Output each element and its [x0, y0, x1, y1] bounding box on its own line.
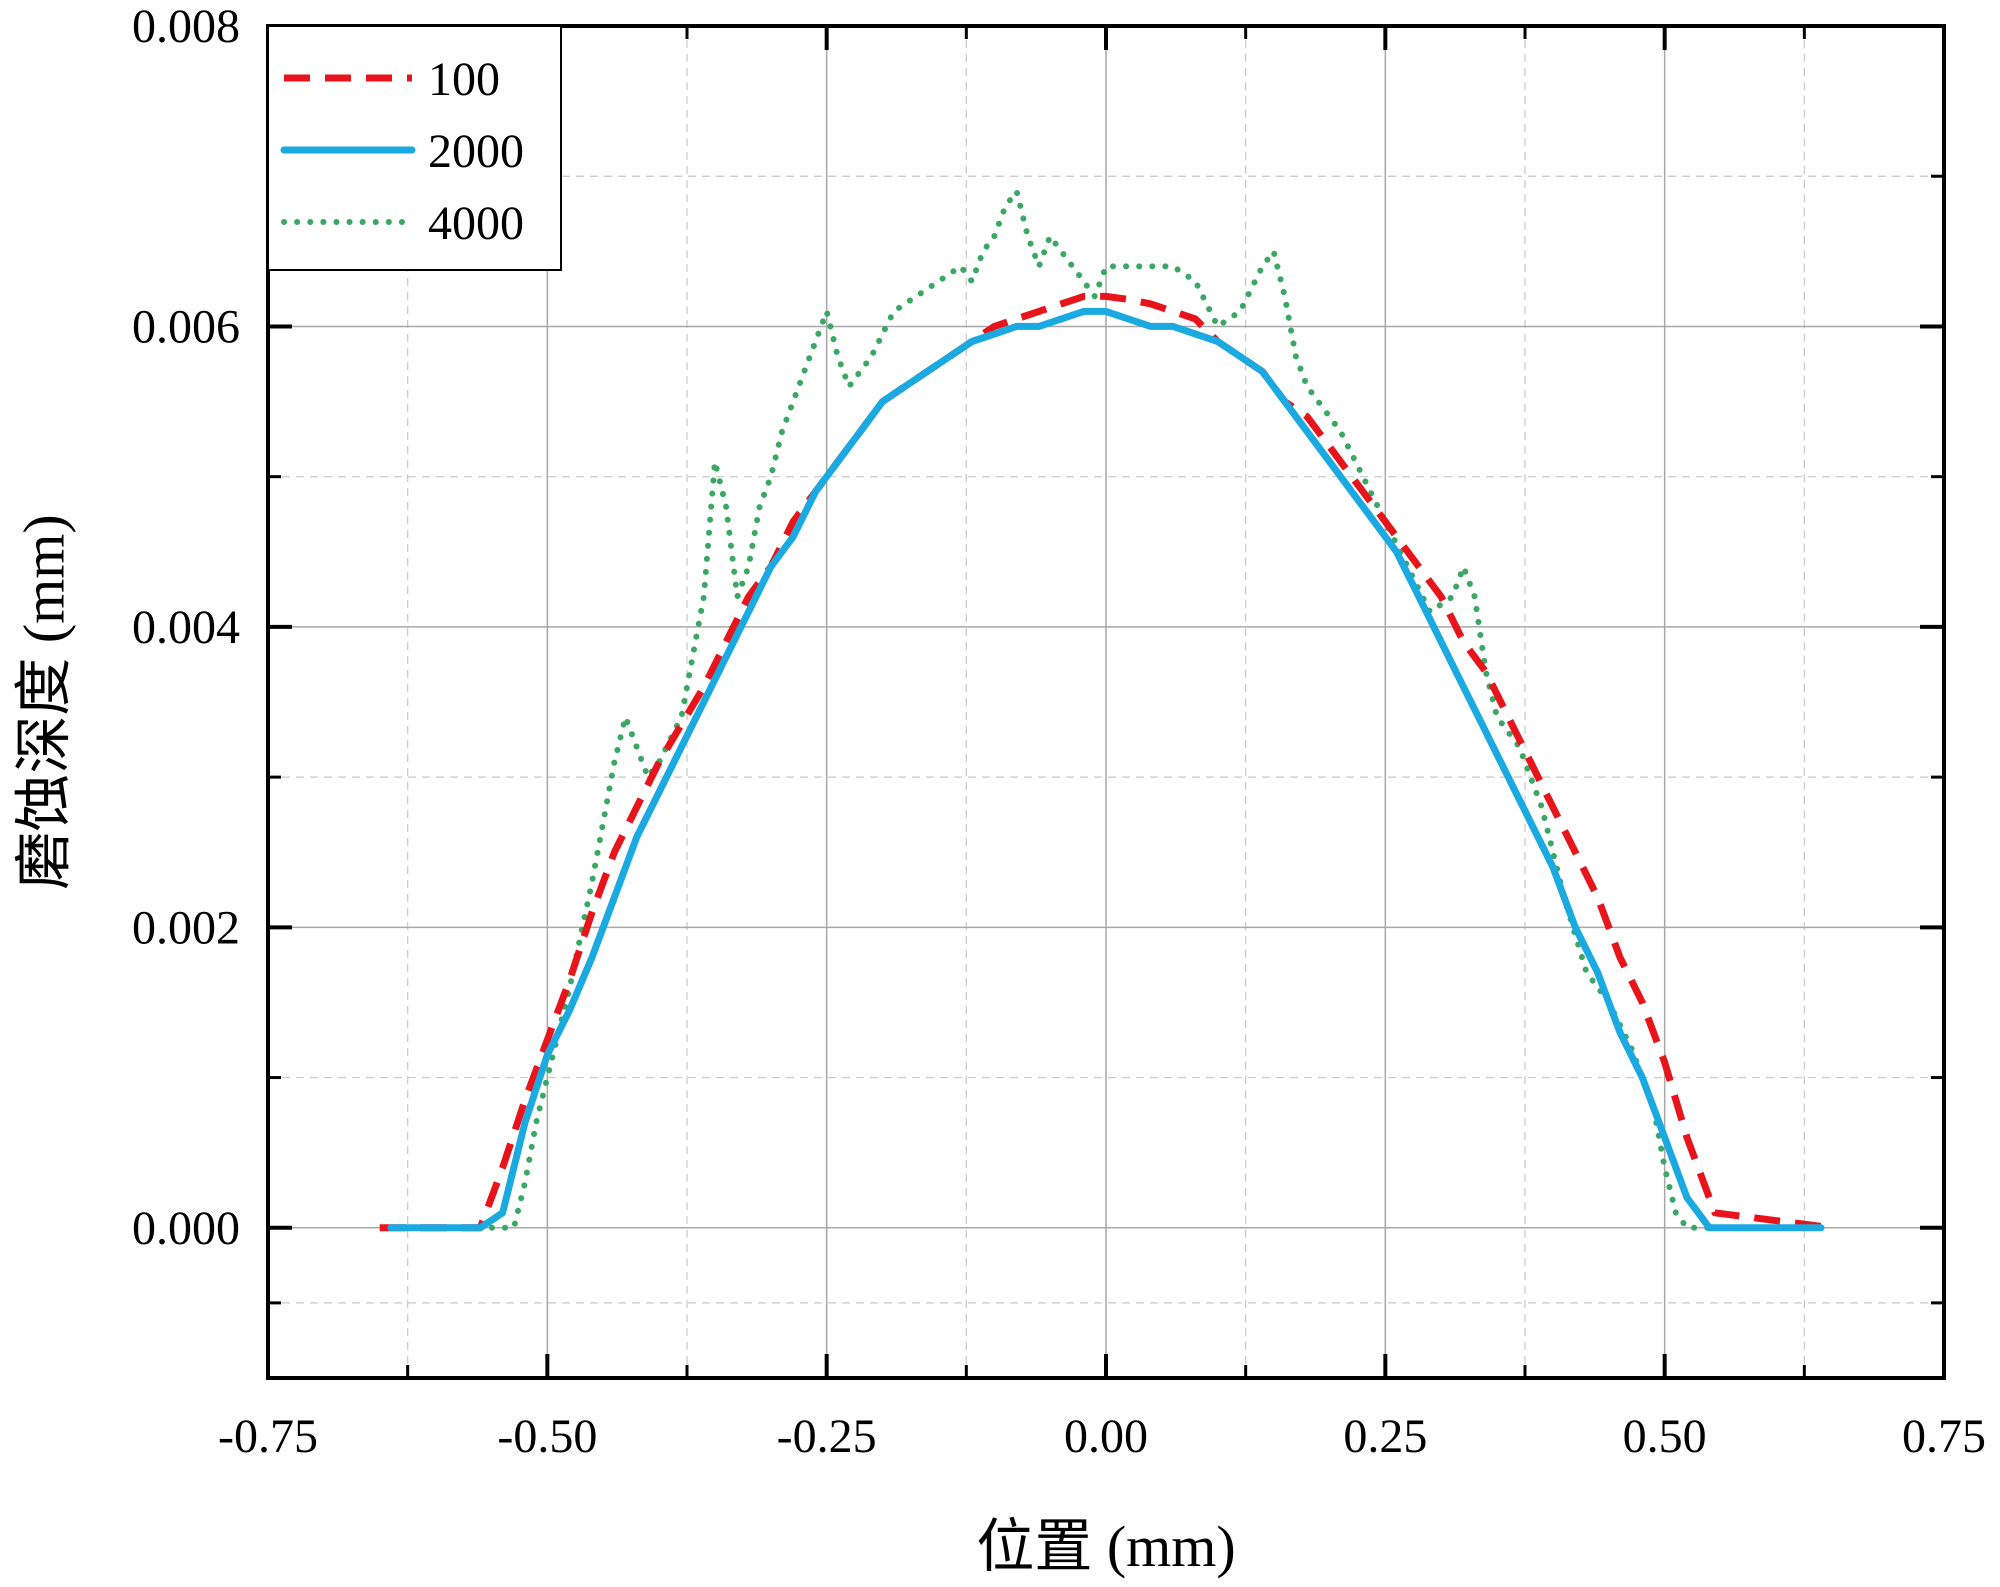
- x-tick-label: 0.25: [1343, 1410, 1427, 1463]
- x-tick-labels: -0.75 -0.50 -0.25 0.00 0.25 0.50 0.75: [218, 1410, 1986, 1463]
- legend-label-4000: 4000: [428, 197, 524, 250]
- y-tick-label: 0.008: [132, 0, 240, 53]
- y-tick-label: 0.000: [132, 1202, 240, 1255]
- series-line-4000: [410, 188, 1802, 1231]
- y-tick-label: 0.002: [132, 901, 240, 954]
- legend-label-100: 100: [428, 53, 500, 106]
- y-tick-label: 0.004: [132, 601, 240, 654]
- legend-label-2000: 2000: [428, 125, 524, 178]
- y-tick-label: 0.006: [132, 300, 240, 353]
- x-tick-label: -0.25: [777, 1410, 877, 1463]
- x-tick-label: 0.50: [1623, 1410, 1707, 1463]
- legend: 100 2000 4000: [267, 25, 562, 271]
- x-tick-label: 0.75: [1902, 1410, 1986, 1463]
- y-axis-title: 磨蚀深度 (mm): [11, 514, 76, 889]
- y-tick-labels: 0.000 0.002 0.004 0.006 0.008: [132, 0, 240, 1255]
- x-axis-title: 位置 (mm): [976, 1514, 1235, 1579]
- x-tick-label: -0.75: [218, 1410, 318, 1463]
- grid-lines: [268, 26, 1944, 1378]
- x-tick-label: 0.00: [1064, 1410, 1148, 1463]
- series-line-2000: [387, 307, 1825, 1232]
- series-line-100: [379, 292, 1833, 1232]
- series-layer: [379, 188, 1833, 1232]
- legend-items: 100 2000 4000: [280, 53, 524, 250]
- x-tick-label: -0.50: [497, 1410, 597, 1463]
